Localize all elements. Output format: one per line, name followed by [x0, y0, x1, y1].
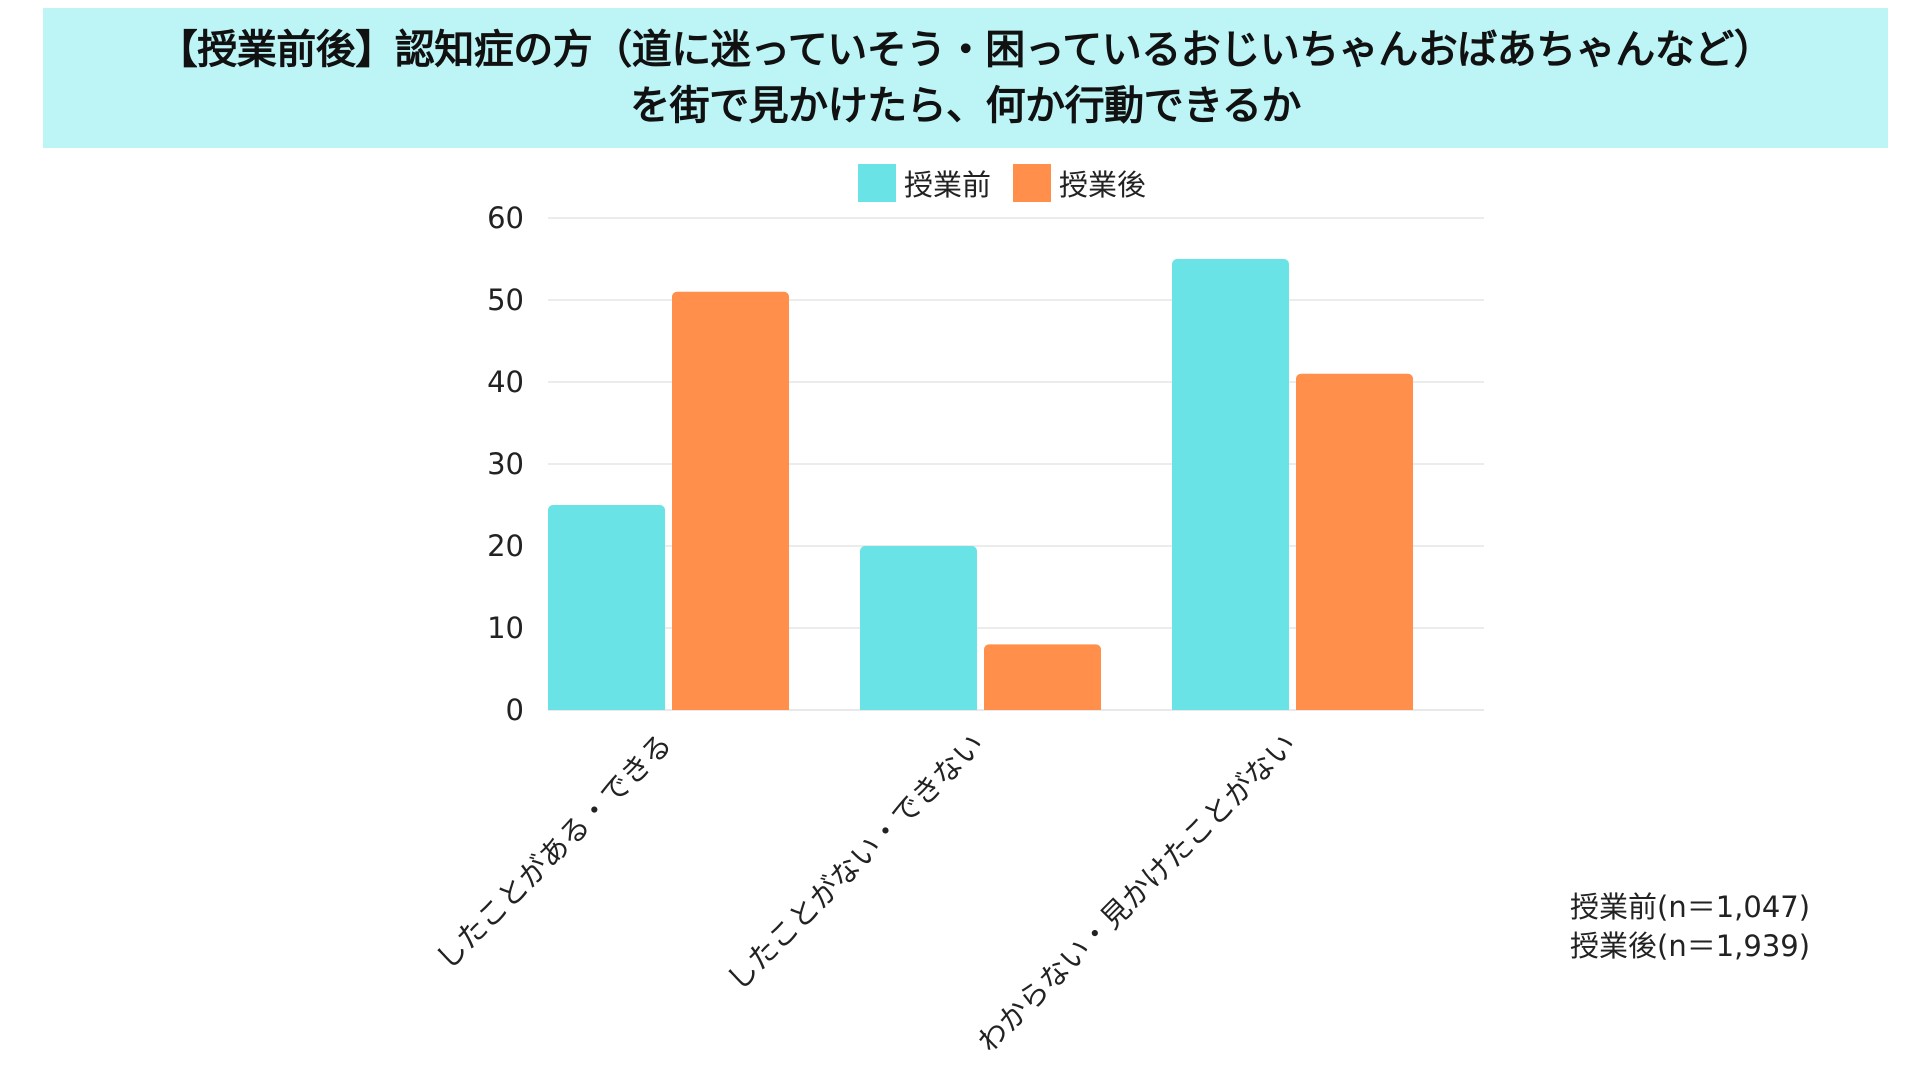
bar-after-2	[1296, 373, 1413, 710]
y-tick-label: 0	[506, 693, 524, 727]
y-tick-label: 20	[487, 529, 524, 563]
title-banner: 【授業前後】認知症の方（道に迷っていそう・困っているおじいちゃんおばあちゃんなど…	[43, 8, 1888, 148]
bar-base-after-1	[984, 704, 1101, 710]
legend-item-after: 授業後	[1013, 162, 1146, 204]
bar-base-before-2	[1172, 704, 1289, 710]
x-category-label-2: わからない・見かけたことがない	[971, 727, 1303, 1059]
legend-item-before: 授業前	[858, 162, 991, 204]
bars	[548, 259, 1413, 710]
legend-label-after: 授業後	[1059, 168, 1147, 202]
y-tick-label: 40	[487, 365, 524, 399]
sample-size-note: 授業前(n＝1,047) 授業後(n＝1,939)	[1570, 888, 1810, 966]
x-category-label-0: したことがある・できる	[429, 727, 678, 976]
chart-title-line-2: を街で見かけたら、何か行動できるか	[630, 83, 1301, 129]
bar-base-before-0	[548, 704, 665, 710]
bar-base-after-2	[1296, 704, 1413, 710]
bar-before-0	[548, 505, 665, 710]
y-tick-label: 50	[487, 283, 524, 317]
sample-size-before: 授業前(n＝1,047)	[1570, 890, 1811, 924]
x-category-label-1: したことがない・できない	[720, 727, 990, 997]
bar-after-0	[672, 291, 789, 710]
legend-swatch-before	[858, 164, 896, 202]
bar-after-1	[984, 644, 1101, 710]
sample-size-after: 授業後(n＝1,939)	[1570, 929, 1811, 963]
y-axis-ticks: 0 10 20 30 40 50 60	[487, 201, 524, 727]
bar-base-before-1	[860, 704, 977, 710]
legend-swatch-after	[1013, 164, 1052, 202]
y-tick-label: 10	[487, 611, 524, 645]
legend-label-before: 授業前	[904, 168, 992, 202]
bar-before-2	[1172, 259, 1289, 710]
bar-before-1	[860, 546, 977, 710]
legend: 授業前 授業後	[858, 163, 1146, 203]
y-tick-label: 60	[487, 201, 524, 235]
chart-title-line-1: 【授業前後】認知症の方（道に迷っていそう・困っているおじいちゃんおばあちゃんなど…	[157, 27, 1774, 73]
bar-base-after-0	[672, 704, 789, 710]
y-tick-label: 30	[487, 447, 524, 481]
